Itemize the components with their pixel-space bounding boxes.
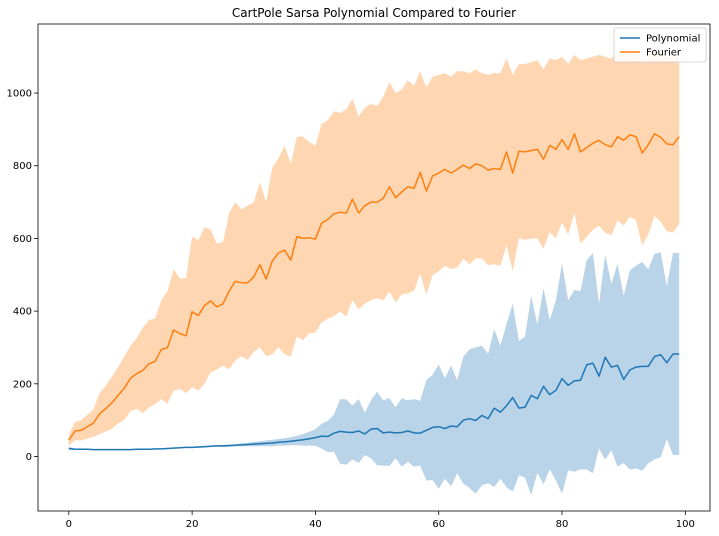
x-tick-label: 60 [432,519,445,530]
legend: Polynomial Fourier [613,27,707,63]
x-tick-label: 100 [676,519,695,530]
plot-area: 0 20 40 60 80 10002004006008001000PolynomialF… [7,23,711,530]
legend-label-fourier: Fourier [646,48,682,59]
axes-frame [37,23,711,512]
y-tick-label: 600 [13,234,32,245]
y-tick-label: 400 [13,307,32,318]
y-tick-label: 0 [26,452,32,463]
polynomial-series-line [68,353,680,451]
x-tick-label: 80 [556,519,569,530]
y-tick-label: 800 [13,161,32,172]
legend-label-polynomial: Polynomial [646,34,700,45]
y-tick-label: 1000 [7,89,32,100]
fourier-series-line [68,133,680,441]
x-tick-label: 0 [66,519,72,530]
fourier-confidence-band [68,49,680,446]
polynomial-confidence-band [68,252,680,495]
x-tick-label: 40 [309,519,322,530]
y-tick-label: 200 [13,379,32,390]
chart-title: CartPole Sarsa Polynomial Compared to Fo… [232,6,516,20]
x-tick-label: 20 [186,519,199,530]
legend-box [613,27,707,63]
